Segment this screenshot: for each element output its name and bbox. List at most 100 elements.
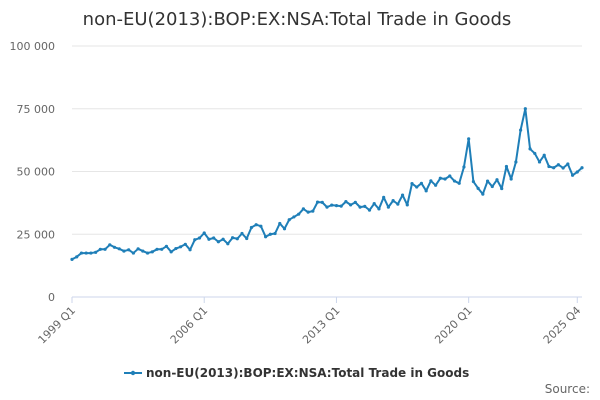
data-point[interactable] (183, 242, 187, 246)
data-point[interactable] (112, 245, 117, 249)
data-point[interactable] (528, 147, 532, 151)
data-point[interactable] (160, 247, 164, 251)
data-point[interactable] (164, 244, 169, 248)
data-point[interactable] (179, 245, 183, 249)
legend[interactable]: non-EU(2013):BOP:EX:NSA:Total Trade in G… (124, 366, 469, 380)
data-point[interactable] (75, 255, 79, 259)
data-point[interactable] (434, 183, 438, 187)
data-point[interactable] (287, 218, 291, 222)
data-point[interactable] (145, 251, 150, 255)
data-point[interactable] (193, 238, 197, 242)
data-point[interactable] (339, 204, 343, 208)
data-point[interactable] (443, 177, 447, 181)
data-point[interactable] (249, 225, 254, 230)
data-point[interactable] (282, 227, 287, 231)
data-point[interactable] (504, 164, 509, 169)
data-point[interactable] (169, 250, 173, 254)
data-point[interactable] (136, 247, 140, 251)
data-point[interactable] (410, 181, 414, 186)
data-point[interactable] (396, 202, 400, 206)
data-point[interactable] (570, 173, 575, 177)
data-point[interactable] (575, 170, 579, 174)
data-point[interactable] (141, 249, 145, 253)
data-point[interactable] (566, 162, 570, 166)
data-point[interactable] (580, 166, 584, 170)
data-point[interactable] (462, 165, 466, 169)
data-point[interactable] (245, 236, 249, 241)
data-point[interactable] (382, 195, 386, 199)
data-point[interactable] (89, 251, 93, 255)
data-point[interactable] (391, 199, 395, 203)
data-point[interactable] (278, 221, 282, 226)
data-point[interactable] (103, 247, 107, 251)
data-point[interactable] (519, 128, 523, 132)
data-point[interactable] (197, 236, 202, 240)
data-point[interactable] (221, 237, 225, 241)
data-point[interactable] (561, 166, 565, 170)
data-point[interactable] (84, 251, 88, 255)
data-point[interactable] (131, 251, 135, 255)
data-point[interactable] (79, 251, 84, 255)
data-point[interactable] (448, 174, 452, 178)
data-point[interactable] (268, 232, 272, 236)
data-point[interactable] (353, 200, 357, 204)
data-point[interactable] (476, 186, 480, 190)
data-point[interactable] (325, 205, 329, 209)
data-point[interactable] (264, 235, 268, 239)
data-point[interactable] (490, 184, 494, 189)
data-point[interactable] (334, 204, 339, 208)
data-point[interactable] (415, 185, 419, 189)
data-point[interactable] (377, 207, 381, 211)
data-point[interactable] (509, 177, 513, 181)
data-point[interactable] (188, 248, 192, 252)
data-point[interactable] (117, 247, 121, 251)
data-point[interactable] (367, 208, 372, 212)
data-point[interactable] (98, 247, 102, 251)
data-point[interactable] (240, 231, 244, 236)
data-point[interactable] (349, 203, 353, 207)
data-point[interactable] (70, 257, 74, 261)
data-point[interactable] (372, 202, 376, 206)
data-point[interactable] (259, 224, 263, 228)
data-point[interactable] (301, 207, 305, 211)
data-point[interactable] (226, 242, 230, 246)
data-point[interactable] (547, 164, 551, 169)
data-point[interactable] (495, 178, 499, 182)
data-point[interactable] (212, 236, 216, 240)
data-point[interactable] (216, 240, 220, 244)
data-point[interactable] (230, 236, 235, 240)
data-point[interactable] (523, 107, 527, 111)
data-point[interactable] (542, 153, 546, 157)
data-point[interactable] (254, 223, 258, 227)
data-point[interactable] (438, 176, 442, 180)
data-point[interactable] (207, 237, 211, 241)
data-point[interactable] (457, 181, 461, 185)
data-point[interactable] (467, 137, 471, 141)
data-point[interactable] (292, 215, 296, 219)
data-point[interactable] (471, 179, 475, 184)
data-point[interactable] (537, 160, 542, 164)
data-point[interactable] (306, 210, 310, 214)
data-point[interactable] (330, 203, 334, 207)
data-point[interactable] (405, 203, 409, 207)
data-point[interactable] (127, 248, 131, 252)
data-point[interactable] (311, 209, 315, 213)
data-point[interactable] (174, 246, 178, 251)
data-point[interactable] (202, 231, 206, 235)
data-point[interactable] (150, 250, 154, 254)
data-point[interactable] (424, 189, 428, 193)
data-point[interactable] (122, 249, 126, 253)
data-point[interactable] (452, 179, 457, 183)
data-point[interactable] (94, 250, 98, 254)
data-point[interactable] (155, 247, 159, 251)
data-point[interactable] (556, 163, 560, 167)
data-point[interactable] (419, 181, 424, 185)
data-point[interactable] (297, 212, 301, 216)
data-point[interactable] (363, 204, 367, 208)
data-point[interactable] (500, 186, 504, 191)
data-point[interactable] (400, 193, 405, 197)
data-point[interactable] (273, 231, 277, 236)
data-point[interactable] (108, 243, 112, 247)
data-point[interactable] (552, 166, 556, 170)
data-point[interactable] (533, 151, 537, 156)
